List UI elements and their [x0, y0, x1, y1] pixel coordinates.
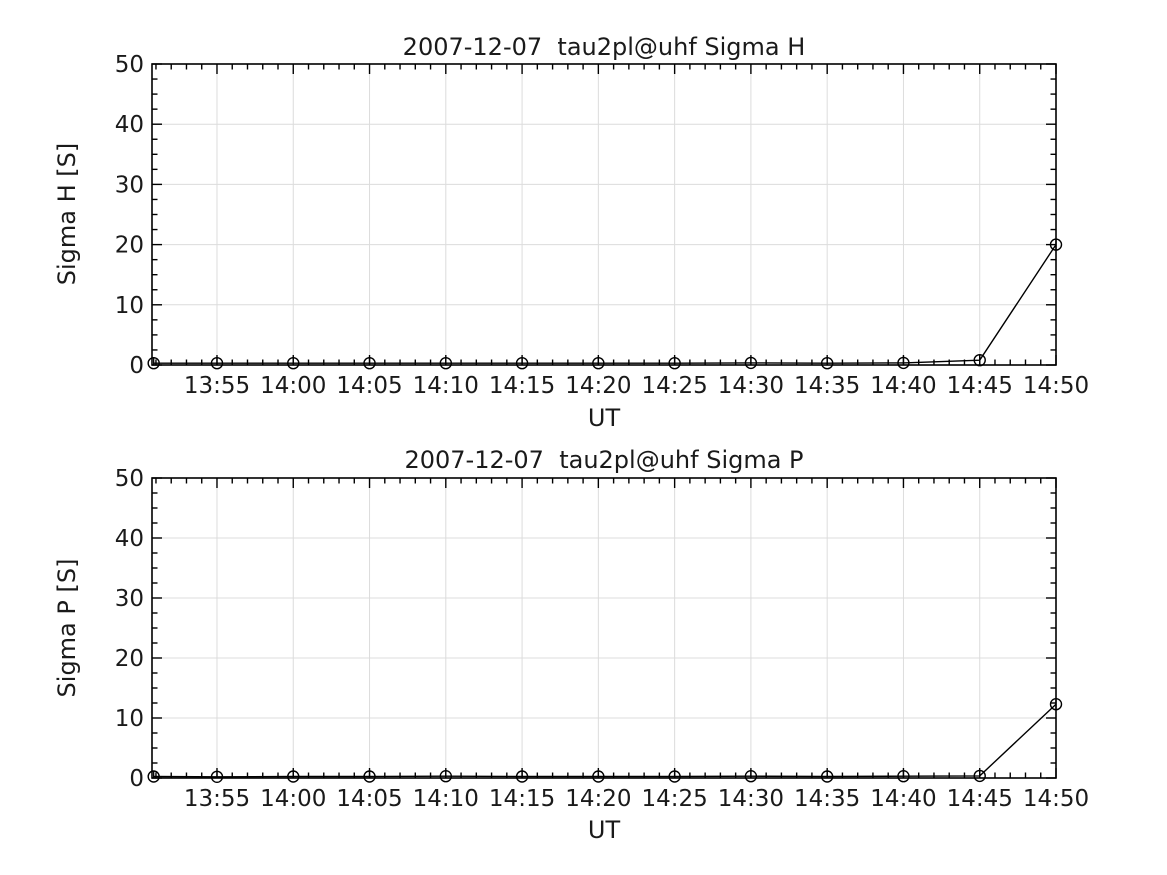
sigma-h-x-axis-label: UT [587, 404, 621, 432]
sigma-p-data-point-marker [744, 770, 758, 783]
sigma-h-y-tick-label: 30 [115, 172, 144, 198]
sigma-p-y-tick-label: 10 [115, 706, 144, 732]
sigma-p-x-tick-label: 14:15 [489, 786, 555, 812]
sigma-p-x-tick-label: 14:25 [641, 786, 707, 812]
sigma-h-data-point-marker [592, 356, 605, 370]
sigma-p-data-point-marker [210, 770, 224, 783]
sigma-h-x-tick-label: 14:10 [413, 373, 479, 399]
sigma-p-data-point-marker [1049, 698, 1063, 711]
sigma-h-data-point-marker [287, 356, 300, 370]
sigma-h-x-tick-label: 14:15 [489, 373, 555, 399]
sigma-h-y-tick-label: 50 [115, 52, 144, 78]
sigma-h-data-point-marker [147, 356, 160, 370]
sigma-p-x-tick-label: 14:30 [718, 786, 784, 812]
sigma-p-data-point-marker [820, 770, 834, 783]
sigma-h-x-tick-label: 14:05 [336, 373, 402, 399]
sigma-h-data-point-marker [668, 356, 681, 370]
sigma-p-y-tick-label: 20 [115, 646, 144, 672]
sigma-p-y-tick-label: 50 [115, 466, 144, 492]
sigma-h-x-tick-label: 14:50 [1023, 373, 1089, 399]
sigma-p-data-point-marker [668, 770, 681, 783]
sigma-p-axes-box [151, 477, 1057, 779]
sigma-h-data-point-marker [744, 356, 758, 370]
sigma-h-x-tick-label: 14:30 [718, 373, 784, 399]
sigma-p-y-tick-label: 0 [129, 766, 144, 792]
sigma-p-y-tick-label: 30 [115, 586, 144, 612]
sigma-h-data-line [153, 244, 1057, 364]
sigma-p-data-point-marker [515, 770, 529, 783]
sigma-p-y-axis-label: Sigma P [S] [53, 558, 81, 698]
sigma-p-data-point-marker [287, 770, 300, 783]
sigma-p-chart-title: 2007-12-07 tau2pl@uhf Sigma P [404, 446, 804, 474]
sigma-p-data-point-marker [897, 770, 910, 783]
sigma-h-data-point-marker [973, 353, 986, 367]
sigma-p-x-tick-label: 14:10 [413, 786, 479, 812]
sigma-h-data-point-marker [515, 356, 529, 370]
sigma-h-x-tick-label: 14:25 [641, 373, 707, 399]
sigma-p-data-point-marker [439, 770, 453, 783]
sigma-h-data-point-marker [1049, 238, 1063, 251]
sigma-h-axes-box [151, 63, 1057, 366]
sigma-h-data-point-marker [210, 356, 224, 370]
sigma-p-x-tick-label: 14:00 [260, 786, 326, 812]
sigma-h-data-point-marker [439, 356, 453, 370]
sigma-p-x-tick-label: 14:35 [794, 786, 860, 812]
sigma-h-y-tick-label: 40 [115, 112, 144, 138]
sigma-h-chart-title: 2007-12-07 tau2pl@uhf Sigma H [402, 33, 806, 61]
sigma-h-x-tick-label: 14:40 [870, 373, 936, 399]
sigma-h-x-tick-label: 14:20 [565, 373, 631, 399]
sigma-p-x-axis-label: UT [587, 816, 621, 844]
sigma-h-data-point-marker [820, 356, 834, 370]
sigma-p-x-tick-label: 14:50 [1023, 786, 1089, 812]
sigma-h-data-point-marker [897, 356, 910, 370]
sigma-h-y-tick-label: 0 [129, 353, 144, 379]
sigma-p-x-tick-label: 14:45 [947, 786, 1013, 812]
sigma-h-y-tick-label: 10 [115, 293, 144, 319]
sigma-p-x-tick-label: 13:55 [184, 786, 250, 812]
sigma-p-data-point-marker [363, 770, 376, 783]
sigma-h-x-tick-label: 14:45 [947, 373, 1013, 399]
sigma-p-y-tick-label: 40 [115, 526, 144, 552]
sigma-h-y-axis-label: Sigma H [S] [53, 142, 81, 286]
sigma-p-x-tick-label: 14:40 [870, 786, 936, 812]
sigma-h-x-tick-label: 14:00 [260, 373, 326, 399]
sigma-p-data-point-marker [147, 770, 160, 783]
sigma-h-y-tick-label: 20 [115, 233, 144, 259]
sigma-p-data-line [153, 703, 1057, 778]
sigma-h-x-tick-label: 13:55 [184, 373, 250, 399]
sigma-h-x-tick-label: 14:35 [794, 373, 860, 399]
sigma-p-x-tick-label: 14:20 [565, 786, 631, 812]
sigma-p-data-point-marker [973, 769, 986, 783]
sigma-h-data-point-marker [363, 356, 376, 370]
sigma-p-x-tick-label: 14:05 [336, 786, 402, 812]
sigma-p-data-point-marker [592, 770, 605, 783]
